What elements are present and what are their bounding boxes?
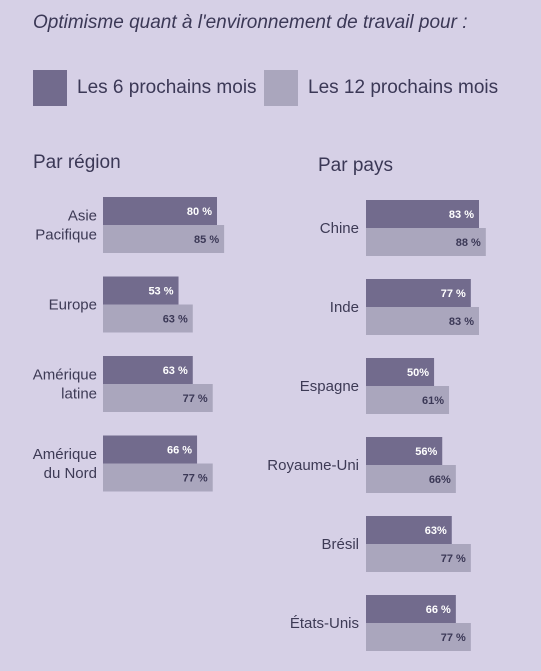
bar-label-12-months-1-5: 77 % bbox=[441, 632, 466, 644]
bar-6-months-1-4 bbox=[366, 516, 452, 544]
legend-item-12-months: Les 12 prochains mois bbox=[264, 70, 498, 106]
category-label-0-3-1: du Nord bbox=[44, 465, 97, 482]
bar-label-6-months-1-4: 63% bbox=[425, 525, 447, 537]
category-label-1-0-0: Chine bbox=[320, 220, 359, 237]
category-label-0-2-0: Amérique bbox=[33, 367, 97, 384]
bar-6-months-1-0 bbox=[366, 200, 479, 228]
category-label-0-2-1: latine bbox=[61, 386, 97, 403]
bar-label-6-months-0-1: 53 % bbox=[148, 286, 173, 298]
bar-6-months-1-1 bbox=[366, 279, 471, 307]
bar-label-6-months-1-2: 50% bbox=[407, 367, 429, 379]
category-label-1-1-0: Inde bbox=[330, 299, 359, 316]
bar-12-months-1-1 bbox=[366, 307, 479, 335]
bar-label-6-months-0-2: 63 % bbox=[163, 365, 188, 377]
section-title-region: Par région bbox=[33, 152, 121, 173]
bar-12-months-1-3 bbox=[366, 465, 456, 493]
legend-label-12-months: Les 12 prochains mois bbox=[308, 77, 499, 98]
category-label-1-3-0: Royaume-Uni bbox=[267, 457, 359, 474]
bar-6-months-0-2 bbox=[103, 356, 193, 384]
bar-12-months-0-1 bbox=[103, 304, 193, 333]
bar-12-months-0-3 bbox=[103, 463, 213, 492]
bar-12-months-1-2 bbox=[366, 386, 450, 414]
bar-6-months-0-1 bbox=[103, 276, 179, 305]
legend-swatch-12-months bbox=[264, 70, 298, 106]
chart-group-0: 80 % 85 % Asie Pacifique 53 % 63 % Europe 63 % 7… bbox=[33, 197, 225, 492]
bar-label-12-months-1-3: 66% bbox=[429, 474, 451, 486]
section-title-country: Par pays bbox=[318, 155, 393, 176]
bar-label-12-months-0-1: 63 % bbox=[163, 314, 188, 326]
category-label-0-3-0: Amérique bbox=[33, 446, 97, 463]
bar-label-6-months-0-3: 66 % bbox=[167, 445, 192, 457]
bar-6-months-1-5 bbox=[366, 595, 456, 623]
category-label-1-5-0: États-Unis bbox=[290, 615, 359, 632]
bar-12-months-1-5 bbox=[366, 623, 471, 651]
bar-label-6-months-1-0: 83 % bbox=[449, 209, 474, 221]
bar-6-months-1-3 bbox=[366, 437, 443, 465]
chart-group-1: 83 % 88 % Chine 77 % 83 % Inde 50% 61% Espagne 56… bbox=[267, 200, 486, 651]
bar-label-12-months-0-3: 77 % bbox=[183, 473, 208, 485]
bar-label-12-months-1-4: 77 % bbox=[441, 553, 466, 565]
bar-12-months-0-2 bbox=[103, 384, 213, 412]
category-label-0-1-0: Europe bbox=[49, 297, 97, 314]
bar-label-6-months-1-5: 66 % bbox=[426, 604, 451, 616]
bar-label-12-months-1-2: 61% bbox=[422, 395, 444, 407]
bar-label-12-months-1-0: 88 % bbox=[456, 237, 481, 249]
legend-item-6-months: Les 6 prochains mois bbox=[33, 70, 257, 106]
bar-label-12-months-0-0: 85 % bbox=[194, 234, 219, 246]
bar-6-months-0-0 bbox=[103, 197, 217, 225]
bar-6-months-0-3 bbox=[103, 435, 198, 464]
bar-label-12-months-1-1: 83 % bbox=[449, 316, 474, 328]
legend-swatch-6-months bbox=[33, 70, 67, 106]
category-label-1-4-0: Brésil bbox=[321, 536, 359, 553]
bar-12-months-0-0 bbox=[103, 225, 225, 253]
chart-title: Optimisme quant à l'environnement de tra… bbox=[33, 12, 468, 33]
bar-label-6-months-0-0: 80 % bbox=[187, 206, 212, 218]
category-label-1-2-0: Espagne bbox=[300, 378, 359, 395]
bar-label-12-months-0-2: 77 % bbox=[183, 393, 208, 405]
bar-12-months-1-4 bbox=[366, 544, 471, 572]
category-label-0-0-0: Asie bbox=[68, 208, 97, 225]
bar-6-months-1-2 bbox=[366, 358, 435, 386]
legend-label-6-months: Les 6 prochains mois bbox=[77, 77, 257, 98]
bar-label-6-months-1-3: 56% bbox=[415, 446, 437, 458]
bar-label-6-months-1-1: 77 % bbox=[441, 288, 466, 300]
category-label-0-0-1: Pacifique bbox=[35, 227, 97, 244]
bar-12-months-1-0 bbox=[366, 228, 486, 256]
